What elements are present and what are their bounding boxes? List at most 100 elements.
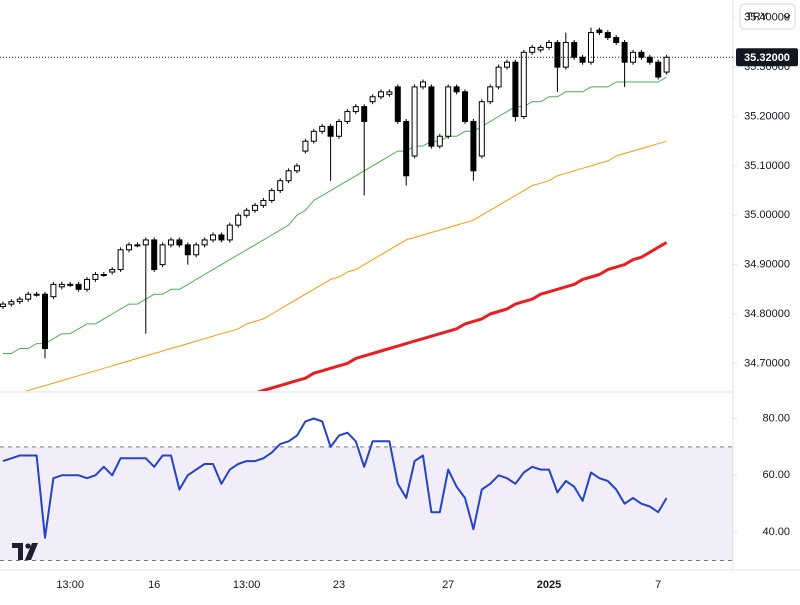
candle-body bbox=[596, 29, 603, 34]
candle-body bbox=[50, 283, 57, 298]
pane bbox=[0, 27, 670, 391]
candle-body bbox=[84, 278, 90, 290]
x-tick-label: 13:00 bbox=[56, 579, 84, 591]
candle-body bbox=[495, 66, 502, 88]
currency-selector[interactable]: TRY bbox=[739, 3, 796, 30]
x-tick-label: 2025 bbox=[537, 579, 561, 591]
candle-body bbox=[537, 46, 544, 51]
candle-body bbox=[75, 283, 82, 290]
y-tick-label: 35.40000 bbox=[744, 12, 790, 24]
candle-body bbox=[520, 51, 527, 118]
candle-body bbox=[478, 101, 485, 157]
candle-body bbox=[588, 32, 594, 63]
candle-body bbox=[562, 41, 569, 68]
candle-body bbox=[386, 91, 393, 95]
candle-body bbox=[378, 91, 384, 98]
candle-body bbox=[319, 125, 326, 132]
candle-body bbox=[646, 56, 653, 63]
y-tick-label: 35.10000 bbox=[744, 160, 790, 172]
candle-body bbox=[411, 86, 418, 157]
y-tick-label: 40.00 bbox=[762, 526, 790, 538]
logo-v bbox=[25, 543, 38, 560]
candle-body bbox=[67, 283, 74, 286]
candle-body bbox=[159, 244, 166, 266]
pane bbox=[0, 417, 733, 561]
candle-body bbox=[462, 91, 468, 122]
candle-body bbox=[126, 244, 132, 251]
rsi-line bbox=[2, 417, 668, 539]
candle-body bbox=[571, 41, 578, 58]
x-tick-label: 16 bbox=[148, 579, 160, 591]
x-tick-label: 23 bbox=[333, 579, 345, 591]
candle-body bbox=[352, 106, 359, 113]
candle-body bbox=[403, 120, 410, 177]
candle-body bbox=[445, 86, 452, 137]
candle-body bbox=[428, 86, 435, 147]
candle-body bbox=[201, 239, 208, 246]
x-tick-label: 7 bbox=[655, 579, 661, 591]
currency-box[interactable] bbox=[739, 3, 796, 30]
candle-body bbox=[176, 239, 183, 246]
candle-body bbox=[260, 199, 267, 206]
moving-average bbox=[24, 140, 667, 391]
candle-body bbox=[604, 32, 611, 39]
candle-body bbox=[100, 273, 107, 276]
candle-body bbox=[193, 244, 200, 256]
chevron[interactable] bbox=[783, 14, 791, 19]
x-tick-label: 27 bbox=[442, 579, 454, 591]
candle-body bbox=[302, 140, 309, 152]
candle-body bbox=[33, 293, 40, 296]
candle-body bbox=[663, 56, 670, 73]
candle-body bbox=[134, 244, 141, 247]
candle-body bbox=[655, 61, 662, 78]
candle-body bbox=[369, 96, 376, 103]
y-tick-label: 34.80000 bbox=[744, 308, 790, 320]
candle-body bbox=[235, 214, 242, 226]
y-tick-label: 34.90000 bbox=[744, 259, 790, 271]
candle-body bbox=[268, 190, 275, 201]
candle-body bbox=[394, 86, 401, 122]
candle-body bbox=[294, 165, 300, 172]
currency-label[interactable]: TRY bbox=[746, 11, 768, 23]
last-price-label: 35.32000 bbox=[744, 52, 790, 64]
x-tick-label: 13:00 bbox=[233, 579, 261, 591]
candle-body bbox=[613, 37, 620, 43]
last-price-box bbox=[736, 48, 798, 67]
logo-t bbox=[12, 543, 23, 560]
candle-body bbox=[285, 170, 292, 182]
candle-body bbox=[42, 293, 48, 350]
moving-average bbox=[256, 241, 668, 391]
candle-body bbox=[529, 46, 536, 53]
candle-body bbox=[226, 224, 233, 241]
candle-body bbox=[16, 298, 23, 303]
logo-dot bbox=[25, 543, 31, 549]
candle-body bbox=[92, 273, 99, 280]
band-fill bbox=[0, 446, 733, 561]
candle-body bbox=[184, 244, 191, 256]
candle-body bbox=[243, 209, 250, 216]
candle-body bbox=[621, 41, 628, 63]
candle-body bbox=[252, 204, 258, 211]
candle-body bbox=[210, 234, 216, 241]
candle-body bbox=[487, 86, 494, 103]
candle-body bbox=[218, 234, 225, 241]
y-tick-label: 80.00 bbox=[762, 412, 790, 424]
candle-body bbox=[436, 135, 443, 147]
candle-body bbox=[361, 106, 368, 122]
candle-body bbox=[420, 81, 426, 88]
candle-body bbox=[109, 269, 116, 273]
y-tick-label: 34.70000 bbox=[744, 357, 790, 369]
candle-body bbox=[0, 303, 6, 308]
candle-body bbox=[25, 293, 32, 300]
candle-body bbox=[512, 61, 519, 118]
candle-body bbox=[117, 249, 124, 271]
candle-body bbox=[168, 239, 174, 246]
candle-body bbox=[58, 283, 65, 288]
candle-body bbox=[151, 239, 158, 271]
moving-average bbox=[3, 76, 667, 354]
candle-body bbox=[142, 239, 149, 246]
candle-body bbox=[546, 41, 552, 48]
candle-body bbox=[579, 56, 586, 63]
y-tick-label: 35.20000 bbox=[744, 110, 790, 122]
